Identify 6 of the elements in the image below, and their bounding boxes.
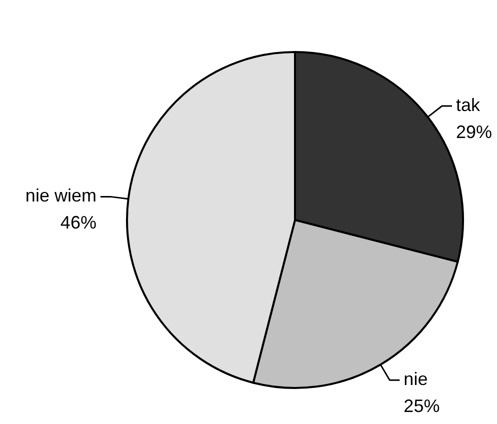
data-label: 46%: [60, 212, 96, 233]
slice-label: tak: [456, 95, 481, 115]
slice-label: nie wiem: [25, 186, 96, 206]
slice-label: nie: [404, 369, 428, 390]
data-label: 25%: [404, 396, 440, 416]
data-label: 29%: [456, 122, 492, 142]
